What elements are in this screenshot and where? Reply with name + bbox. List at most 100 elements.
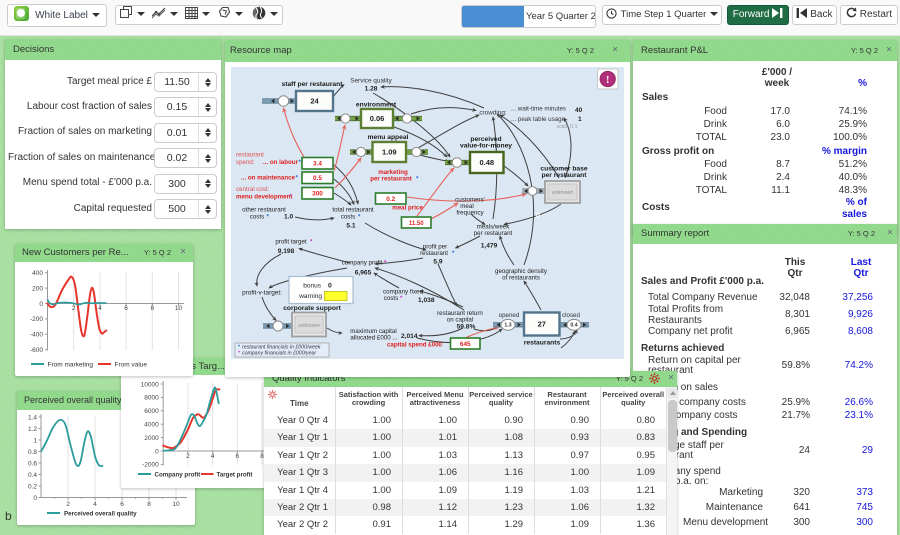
- svg-text:Perceived overall quality: Perceived overall quality: [64, 511, 137, 518]
- svg-text:6000: 6000: [144, 408, 159, 415]
- svg-text:per restaurant: per restaurant: [370, 176, 412, 183]
- svg-text:capital spend £000: capital spend £000: [387, 342, 443, 349]
- svg-text:company financials in £000/yea: company financials in £000/year: [242, 351, 316, 357]
- svg-text:environment: environment: [356, 102, 397, 109]
- svg-text:0.8: 0.8: [28, 449, 37, 456]
- svg-text:Company profit: Company profit: [155, 472, 201, 479]
- svg-text:per restaurant: per restaurant: [542, 172, 588, 179]
- svg-text:geographic density: geographic density: [495, 268, 548, 275]
- svg-text:costs: costs: [250, 214, 264, 221]
- svg-text:central cost:: central cost:: [236, 186, 270, 193]
- svg-text:5.1: 5.1: [346, 223, 355, 230]
- svg-text:-200: -200: [30, 316, 43, 323]
- svg-text:1.0: 1.0: [284, 214, 293, 221]
- svg-text:6: 6: [235, 453, 239, 460]
- svg-text:1,038: 1,038: [418, 297, 435, 304]
- svg-text:6: 6: [124, 305, 128, 312]
- svg-text:costs: costs: [384, 295, 398, 302]
- svg-text:customer base: customer base: [540, 166, 587, 173]
- svg-text:meals/week: meals/week: [477, 224, 511, 231]
- svg-text:value-for-money: value-for-money: [460, 143, 512, 150]
- svg-text:4: 4: [93, 501, 97, 508]
- svg-text:27: 27: [538, 320, 546, 329]
- svg-text:4: 4: [211, 453, 215, 460]
- svg-text:8000: 8000: [144, 395, 159, 402]
- svg-text:1,479: 1,479: [481, 243, 498, 250]
- svg-text:4: 4: [98, 305, 102, 312]
- svg-text:200: 200: [32, 285, 43, 292]
- svg-text:... peak table usage: ... peak table usage: [511, 116, 566, 123]
- svg-text:opened: opened: [499, 312, 520, 319]
- svg-text:allocated £000 ...: allocated £000 ...: [350, 335, 397, 342]
- svg-text:1.3: 1.3: [504, 323, 511, 329]
- svg-text:*: *: [238, 351, 241, 357]
- svg-text:*: *: [299, 159, 302, 166]
- svg-text:8: 8: [150, 305, 154, 312]
- svg-text:company fixed: company fixed: [383, 289, 423, 296]
- svg-text:-600: -600: [30, 347, 43, 354]
- svg-text:unknown: unknown: [552, 190, 574, 196]
- svg-text:6,965: 6,965: [355, 270, 372, 277]
- svg-text:1.2: 1.2: [28, 426, 37, 433]
- svg-text:0: 0: [536, 213, 540, 220]
- svg-text:frequency: frequency: [456, 210, 484, 217]
- svg-text:menu appeal: menu appeal: [368, 134, 409, 141]
- svg-text:meal price: meal price: [392, 205, 423, 212]
- svg-text:of restaurants: of restaurants: [502, 275, 540, 282]
- svg-text:1.4: 1.4: [28, 414, 37, 421]
- svg-text:maximum capital: maximum capital: [350, 328, 396, 335]
- svg-text:per restaurant: per restaurant: [474, 230, 513, 237]
- svg-text:perceived: perceived: [470, 136, 501, 143]
- svg-text:crowding:: crowding:: [479, 110, 507, 117]
- svg-text:restaurant: restaurant: [420, 250, 448, 257]
- svg-text:0.5: 0.5: [313, 175, 322, 182]
- svg-text:*: *: [238, 345, 241, 351]
- svg-text:0.6: 0.6: [28, 460, 37, 467]
- svg-text:unknown: unknown: [298, 323, 320, 329]
- svg-text:other restaurant: other restaurant: [242, 207, 286, 214]
- svg-text:costs: costs: [341, 214, 355, 221]
- svg-text:8: 8: [260, 453, 264, 460]
- svg-text:10: 10: [172, 501, 180, 508]
- svg-text:customers': customers': [455, 197, 485, 204]
- svg-text:company profit: company profit: [342, 260, 383, 267]
- svg-text:... wait-time minutes: ... wait-time minutes: [511, 106, 566, 113]
- svg-text:-400: -400: [30, 332, 43, 339]
- svg-text:restaurant return: restaurant return: [437, 310, 483, 317]
- svg-text:0.2: 0.2: [386, 196, 395, 203]
- svg-text:0: 0: [33, 495, 37, 502]
- svg-text:total restaurant: total restaurant: [332, 207, 374, 214]
- svg-text:*: *: [400, 295, 403, 302]
- svg-text:warning: warning: [298, 293, 322, 300]
- svg-text:645: 645: [460, 341, 471, 348]
- svg-text:*: *: [296, 175, 299, 182]
- svg-text:profit per: profit per: [423, 244, 447, 251]
- svg-text:0.4: 0.4: [28, 472, 37, 479]
- svg-text:scale 0-1: scale 0-1: [556, 124, 577, 130]
- svg-text:0.4: 0.4: [570, 323, 577, 329]
- svg-text:profit target: profit target: [275, 239, 307, 246]
- svg-text:profit-v-target:: profit-v-target:: [242, 290, 282, 297]
- svg-text:0: 0: [39, 301, 43, 308]
- svg-text:menu development: menu development: [236, 194, 292, 201]
- svg-text:Target profit: Target profit: [217, 472, 253, 479]
- svg-text:bonus: bonus: [303, 283, 321, 290]
- svg-text:-2000: -2000: [142, 462, 159, 469]
- svg-text:1.28: 1.28: [365, 86, 378, 93]
- svg-text:!: !: [606, 74, 610, 86]
- svg-text:300: 300: [312, 191, 323, 198]
- svg-text:24: 24: [310, 97, 319, 106]
- svg-text:*: *: [384, 260, 387, 267]
- svg-text:0.06: 0.06: [370, 114, 385, 123]
- svg-text:1.09: 1.09: [382, 148, 397, 157]
- svg-text:0: 0: [328, 283, 332, 290]
- svg-text:... on labour: ... on labour: [263, 159, 299, 166]
- svg-text:400: 400: [32, 270, 43, 277]
- svg-text:Service quality: Service quality: [350, 78, 392, 85]
- svg-text:8: 8: [147, 501, 151, 508]
- svg-text:2,014: 2,014: [401, 333, 418, 340]
- svg-text:2000: 2000: [144, 435, 159, 442]
- svg-text:*: *: [290, 194, 293, 201]
- svg-text:11.50: 11.50: [409, 221, 424, 227]
- svg-text:6: 6: [120, 501, 124, 508]
